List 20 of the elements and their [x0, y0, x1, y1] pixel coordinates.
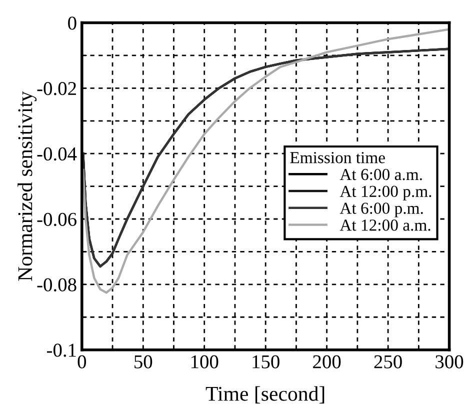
- x-tick-label: 50: [134, 355, 152, 368]
- y-tick-label: 0: [68, 16, 76, 30]
- x-tick-label: 300: [436, 355, 464, 368]
- legend-label: At 6:00 p.m.: [340, 202, 423, 218]
- x-tick-label: 200: [313, 355, 341, 368]
- legend-title: Emission time: [290, 152, 385, 164]
- y-axis-title: Normarized sensitivity: [18, 91, 37, 281]
- legend-label: At 12:00 p.m.: [340, 186, 432, 200]
- x-axis-title: Time [second]: [206, 386, 324, 404]
- y-tick-label: -0.04: [37, 147, 77, 161]
- y-tick-label: -0.06: [37, 212, 76, 226]
- x-tick-label: 150: [252, 355, 280, 368]
- y-tick-label: -0.08: [37, 278, 76, 292]
- x-tick-label: 250: [374, 355, 402, 368]
- legend-label: At 12:00 a.m.: [340, 220, 430, 231]
- y-tick-label: -0.1: [46, 344, 76, 357]
- x-tick-label: 0: [78, 355, 86, 368]
- y-tick-label: -0.02: [37, 82, 76, 96]
- legend-label: At 6:00 a.m.: [340, 168, 422, 180]
- x-tick-label: 100: [191, 355, 218, 368]
